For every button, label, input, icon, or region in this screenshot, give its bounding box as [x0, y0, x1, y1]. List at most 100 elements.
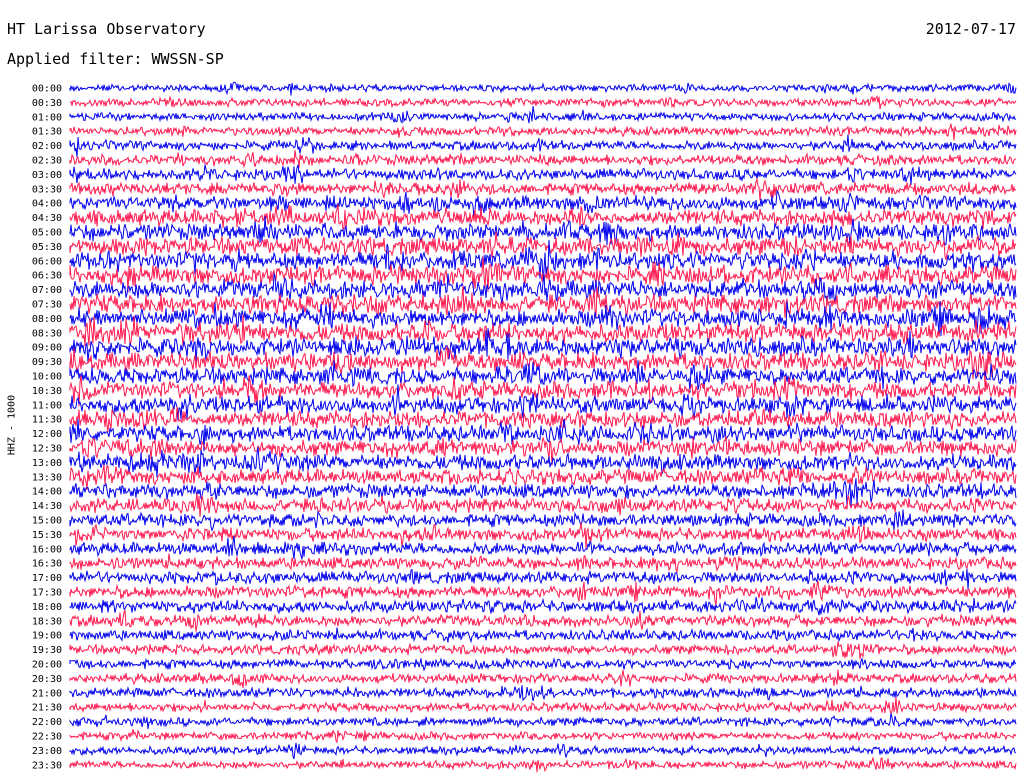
- station-title: HT Larissa Observatory: [7, 20, 206, 38]
- trace-line: [69, 609, 1017, 632]
- time-label: 12:30: [32, 444, 62, 455]
- trace-line: [69, 581, 1017, 606]
- trace-line: [69, 189, 1017, 217]
- trace-line: [69, 596, 1017, 616]
- time-labels: 00:00 00:30 01:00 01:30 02:00 02:30 03:00 03:30…: [32, 84, 62, 772]
- trace-line: [69, 204, 1017, 230]
- trace-line: [69, 696, 1017, 715]
- trace-line: [69, 94, 1017, 110]
- time-label: 16:30: [32, 559, 62, 570]
- time-label: 13:00: [32, 458, 62, 469]
- time-label: 09:00: [32, 343, 62, 354]
- time-label: 14:30: [32, 501, 62, 512]
- trace-line: [69, 256, 1017, 293]
- time-label: 08:30: [32, 328, 62, 339]
- time-label: 11:00: [32, 400, 62, 411]
- trace-line: [69, 231, 1017, 260]
- time-label: 15:00: [32, 516, 62, 527]
- time-label: 15:30: [32, 530, 62, 541]
- trace-line: [69, 177, 1017, 201]
- time-label: 06:00: [32, 256, 62, 267]
- filter-label: Applied filter: WWSSN-SP: [7, 50, 224, 68]
- trace-line: [69, 553, 1017, 574]
- time-label: 00:00: [32, 84, 62, 95]
- time-label: 02:00: [32, 141, 62, 152]
- trace-line: [69, 493, 1017, 517]
- trace-line: [69, 478, 1017, 507]
- trace-line: [69, 314, 1017, 347]
- trace-line: [69, 375, 1017, 407]
- time-label: 16:00: [32, 544, 62, 555]
- time-label: 10:30: [32, 386, 62, 397]
- trace-line: [69, 345, 1017, 387]
- trace-line: [69, 756, 1017, 773]
- trace-line: [69, 215, 1017, 246]
- trace-line: [69, 123, 1017, 141]
- time-label: 01:30: [32, 127, 62, 138]
- time-label: 07:30: [32, 300, 62, 311]
- time-label: 20:30: [32, 674, 62, 685]
- trace-line: [69, 742, 1017, 760]
- seismic-traces: [69, 81, 1017, 773]
- time-label: 03:30: [32, 184, 62, 195]
- trace-line: [69, 641, 1017, 660]
- trace-line: [69, 509, 1017, 532]
- trace-line: [69, 272, 1017, 304]
- time-label: 17:00: [32, 573, 62, 584]
- time-label: 03:00: [32, 170, 62, 181]
- time-label: 09:30: [32, 357, 62, 368]
- time-label: 00:30: [32, 98, 62, 109]
- trace-line: [69, 657, 1017, 672]
- time-label: 23:30: [32, 760, 62, 771]
- time-label: 19:00: [32, 631, 62, 642]
- trace-line: [69, 669, 1017, 688]
- time-label: 07:00: [32, 285, 62, 296]
- date-label: 2012-07-17: [925, 20, 1016, 38]
- time-label: 18:30: [32, 616, 62, 627]
- time-label: 21:30: [32, 703, 62, 714]
- trace-line: [69, 536, 1017, 560]
- time-label: 10:00: [32, 372, 62, 383]
- time-label: 22:00: [32, 717, 62, 728]
- time-label: 08:00: [32, 314, 62, 325]
- trace-line: [69, 134, 1017, 158]
- trace-line: [69, 522, 1017, 549]
- time-label: 04:00: [32, 199, 62, 210]
- time-label: 21:00: [32, 688, 62, 699]
- time-label: 17:30: [32, 588, 62, 599]
- trace-line: [69, 464, 1017, 491]
- trace-line: [69, 436, 1017, 466]
- trace-line: [69, 300, 1017, 337]
- trace-line: [69, 328, 1017, 364]
- trace-line: [69, 728, 1017, 744]
- time-label: 23:00: [32, 746, 62, 757]
- time-label: 02:30: [32, 156, 62, 167]
- trace-line: [69, 627, 1017, 644]
- time-label: 22:30: [32, 732, 62, 743]
- time-label: 04:30: [32, 213, 62, 224]
- time-label: 14:00: [32, 487, 62, 498]
- trace-line: [69, 106, 1017, 124]
- trace-line: [69, 150, 1017, 169]
- time-label: 11:30: [32, 415, 62, 426]
- trace-line: [69, 81, 1017, 96]
- time-label: 20:00: [32, 660, 62, 671]
- trace-line: [69, 384, 1017, 421]
- trace-line: [69, 285, 1017, 318]
- time-label: 13:30: [32, 472, 62, 483]
- trace-line: [69, 446, 1017, 478]
- trace-line: [69, 360, 1017, 393]
- trace-line: [69, 568, 1017, 590]
- time-label: 18:00: [32, 602, 62, 613]
- time-label: 05:00: [32, 228, 62, 239]
- time-label: 19:30: [32, 645, 62, 656]
- trace-line: [69, 685, 1017, 702]
- time-label: 12:00: [32, 429, 62, 440]
- trace-line: [69, 239, 1017, 280]
- trace-line: [69, 419, 1017, 452]
- time-label: 05:30: [32, 242, 62, 253]
- time-label: 06:30: [32, 271, 62, 282]
- trace-line: [69, 713, 1017, 730]
- time-label: 01:00: [32, 112, 62, 123]
